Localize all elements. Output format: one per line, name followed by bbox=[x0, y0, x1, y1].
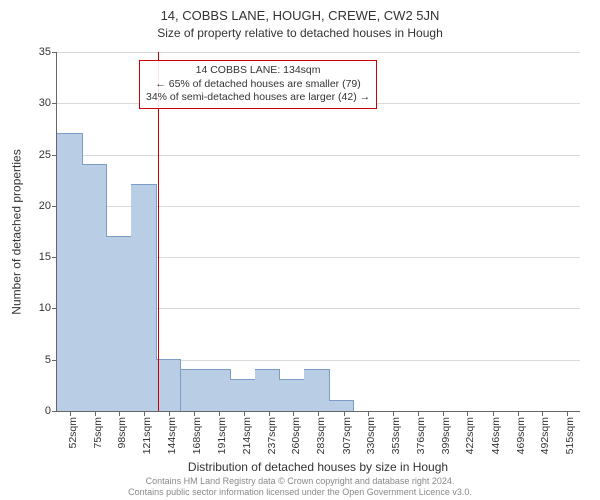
x-tick-label: 330sqm bbox=[365, 417, 377, 454]
y-tick-label: 0 bbox=[45, 405, 57, 417]
x-tick-mark bbox=[269, 411, 270, 416]
grid-line bbox=[57, 155, 580, 156]
histogram-bar bbox=[230, 379, 256, 411]
x-tick-mark bbox=[119, 411, 120, 416]
annotation-line: 14 COBBS LANE: 134sqm bbox=[146, 64, 370, 78]
histogram-bar bbox=[205, 369, 231, 411]
x-tick-label: 260sqm bbox=[290, 417, 302, 454]
annotation-box: 14 COBBS LANE: 134sqm← 65% of detached h… bbox=[139, 60, 377, 109]
y-tick-label: 20 bbox=[39, 200, 57, 212]
plot-area: 0510152025303552sqm75sqm98sqm121sqm144sq… bbox=[56, 52, 580, 412]
x-tick-label: 168sqm bbox=[191, 417, 203, 454]
histogram-bar bbox=[131, 184, 157, 411]
x-tick-label: 98sqm bbox=[116, 417, 128, 449]
histogram-bar bbox=[304, 369, 330, 411]
y-tick-label: 25 bbox=[39, 149, 57, 161]
x-tick-mark bbox=[144, 411, 145, 416]
x-tick-mark bbox=[493, 411, 494, 416]
x-tick-label: 307sqm bbox=[341, 417, 353, 454]
histogram-bar bbox=[156, 359, 182, 411]
histogram-bar bbox=[255, 369, 281, 411]
y-tick-label: 10 bbox=[39, 302, 57, 314]
annotation-line: ← 65% of detached houses are smaller (79… bbox=[146, 78, 370, 92]
histogram-bar bbox=[181, 369, 207, 411]
x-tick-mark bbox=[70, 411, 71, 416]
x-tick-label: 237sqm bbox=[266, 417, 278, 454]
x-tick-mark bbox=[443, 411, 444, 416]
x-tick-label: 376sqm bbox=[415, 417, 427, 454]
x-tick-mark bbox=[194, 411, 195, 416]
y-tick-label: 5 bbox=[45, 354, 57, 366]
annotation-line: 34% of semi-detached houses are larger (… bbox=[146, 91, 370, 105]
x-tick-label: 399sqm bbox=[440, 417, 452, 454]
x-tick-label: 353sqm bbox=[390, 417, 402, 454]
x-tick-label: 191sqm bbox=[216, 417, 228, 454]
x-tick-label: 446sqm bbox=[490, 417, 502, 454]
chart-subtitle: Size of property relative to detached ho… bbox=[0, 26, 600, 40]
x-axis-label: Distribution of detached houses by size … bbox=[56, 460, 580, 474]
x-tick-mark bbox=[219, 411, 220, 416]
chart-container: 14, COBBS LANE, HOUGH, CREWE, CW2 5JN Si… bbox=[0, 0, 600, 500]
x-tick-mark bbox=[467, 411, 468, 416]
x-tick-label: 144sqm bbox=[166, 417, 178, 454]
x-tick-label: 75sqm bbox=[92, 417, 104, 449]
footer-line-1: Contains HM Land Registry data © Crown c… bbox=[0, 476, 600, 487]
y-tick-label: 35 bbox=[39, 46, 57, 58]
x-tick-mark bbox=[418, 411, 419, 416]
x-tick-mark bbox=[393, 411, 394, 416]
y-tick-label: 15 bbox=[39, 251, 57, 263]
x-tick-label: 469sqm bbox=[515, 417, 527, 454]
x-tick-label: 515sqm bbox=[564, 417, 576, 454]
x-tick-label: 214sqm bbox=[241, 417, 253, 454]
x-tick-label: 422sqm bbox=[464, 417, 476, 454]
x-tick-mark bbox=[368, 411, 369, 416]
x-tick-mark bbox=[244, 411, 245, 416]
x-tick-mark bbox=[318, 411, 319, 416]
y-tick-label: 30 bbox=[39, 97, 57, 109]
x-tick-label: 283sqm bbox=[315, 417, 327, 454]
histogram-bar bbox=[82, 164, 108, 411]
x-tick-label: 52sqm bbox=[67, 417, 79, 449]
chart-title: 14, COBBS LANE, HOUGH, CREWE, CW2 5JN bbox=[0, 8, 600, 23]
x-tick-mark bbox=[95, 411, 96, 416]
x-tick-label: 492sqm bbox=[539, 417, 551, 454]
footer-attribution: Contains HM Land Registry data © Crown c… bbox=[0, 476, 600, 498]
x-tick-mark bbox=[518, 411, 519, 416]
histogram-bar bbox=[106, 236, 132, 411]
histogram-bar bbox=[329, 400, 355, 411]
histogram-bar bbox=[279, 379, 305, 411]
x-tick-mark bbox=[169, 411, 170, 416]
x-tick-label: 121sqm bbox=[141, 417, 153, 454]
x-tick-mark bbox=[567, 411, 568, 416]
x-tick-mark bbox=[542, 411, 543, 416]
histogram-bar bbox=[57, 133, 83, 411]
x-tick-mark bbox=[344, 411, 345, 416]
x-tick-mark bbox=[293, 411, 294, 416]
y-axis-label: Number of detached properties bbox=[10, 52, 24, 412]
grid-line bbox=[57, 52, 580, 53]
footer-line-2: Contains public sector information licen… bbox=[0, 487, 600, 498]
